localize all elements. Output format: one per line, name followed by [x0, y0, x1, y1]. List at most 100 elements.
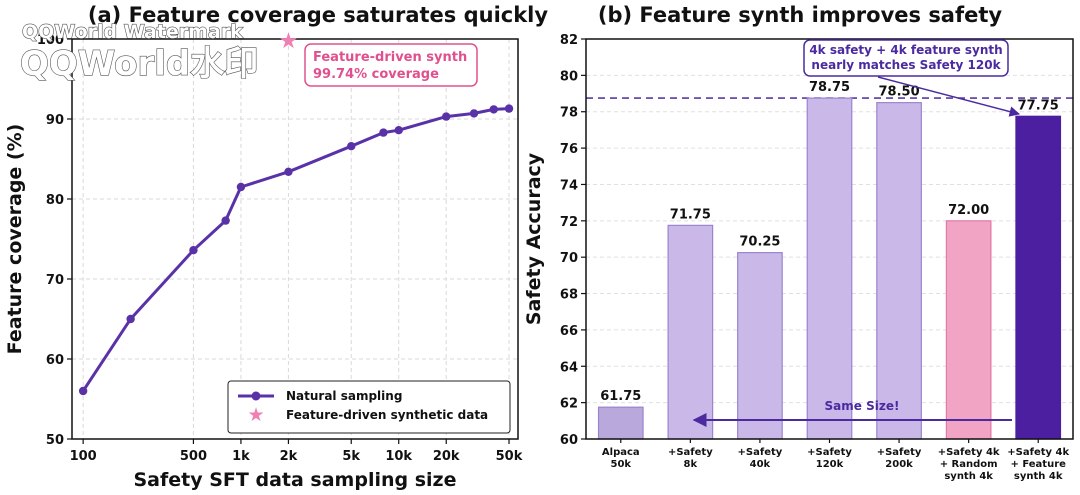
y-tick-label: 60	[560, 433, 578, 448]
bar	[667, 224, 714, 440]
y-tick-label: 76	[560, 142, 578, 157]
natural-sampling-point	[78, 386, 88, 396]
x-tick-label: +Safety 4k	[1007, 447, 1069, 458]
x-tick-label: +Safety	[877, 447, 922, 458]
natural-sampling-point	[489, 105, 498, 114]
y-tick-label: 62	[560, 397, 578, 412]
x-tick-label: +Safety	[738, 447, 783, 458]
bar-value-label: 70.25	[739, 235, 780, 250]
legend-feature-driven: Feature-driven synthetic data	[286, 408, 488, 422]
panel-a-x-ticks: 100 500 1k 2k 5k 10k 20k 50k	[70, 439, 523, 464]
bar-value-label: 61.75	[600, 389, 641, 404]
natural-sampling-point	[236, 182, 246, 192]
panel-a: (a) Feature coverage saturates quickly 1…	[4, 3, 548, 491]
x-tick-label: +Safety	[807, 447, 852, 458]
x-tick-label: synth 4k	[944, 471, 993, 482]
y-tick-label: 50	[46, 433, 64, 448]
legend-natural-sampling: Natural sampling	[286, 389, 402, 403]
y-tick-label: 74	[560, 178, 578, 193]
x-tick-label: 1k	[232, 449, 250, 464]
panel-a-x-axis-label: Safety SFT data sampling size	[134, 469, 457, 491]
y-tick-label: 70	[560, 251, 578, 266]
synth-coverage-annotation: Feature-driven synth 99.74% coverage	[304, 43, 478, 87]
natural-sampling-point	[347, 142, 356, 151]
matches-annotation-line-2: nearly matches Safety 120k	[811, 58, 1001, 72]
x-tick-label: 500	[180, 449, 207, 464]
legend-box	[227, 380, 511, 434]
x-tick-label: +Safety 4k	[938, 447, 1000, 458]
matches-arrow	[877, 76, 1021, 117]
x-tick-label: 20k	[433, 449, 460, 464]
feature-driven-star-point: ★	[279, 29, 299, 54]
panel-a-title: (a) Feature coverage saturates quickly	[88, 3, 548, 27]
x-tick-label: +Safety	[668, 447, 713, 458]
y-tick-label: 64	[560, 360, 578, 375]
panel-b-bars: 61.75 71.75 70.25 78.75 78.50 72.00 77.75	[597, 80, 1062, 440]
natural-sampling-point	[379, 128, 388, 137]
watermark-line-1: QQWorld Watermark	[22, 21, 243, 43]
x-tick-label: 100	[70, 449, 97, 464]
x-tick-label: 50k	[496, 449, 523, 464]
panel-a-y-ticks: 50 60 70 80 90 100	[37, 33, 72, 448]
x-tick-label: 8k	[684, 459, 698, 470]
panel-b-y-axis-label: Safety Accuracy	[523, 152, 545, 325]
x-tick-label: 120k	[816, 459, 844, 470]
legend-star-icon: ★	[247, 404, 264, 426]
x-tick-label: + Feature	[1010, 459, 1066, 470]
matches-annotation-line-1: 4k safety + 4k feature synth	[809, 43, 1002, 57]
natural-sampling-point	[126, 314, 135, 324]
natural-sampling-point	[189, 246, 198, 255]
panel-b-x-ticks: Alpaca50k+Safety8k+Safety40k+Safety120k+…	[602, 439, 1069, 482]
y-tick-label: 80	[560, 69, 578, 84]
y-tick-label: 60	[46, 353, 64, 368]
natural-sampling-point	[394, 126, 403, 135]
legend-marker-swatch	[251, 391, 261, 401]
x-tick-label: 50k	[610, 459, 631, 470]
y-tick-label: 100	[37, 33, 64, 48]
natural-sampling-point	[442, 112, 451, 121]
x-tick-label: 10k	[385, 449, 412, 464]
natural-sampling-point	[504, 104, 514, 113]
same-size-annotation: Same Size!	[692, 399, 1012, 427]
bar	[1015, 115, 1062, 440]
annotation-line-2: 99.74% coverage	[313, 67, 439, 82]
panel-a-legend: Natural sampling ★ Feature-driven synthe…	[227, 380, 511, 434]
panel-a-series: ★	[78, 29, 514, 396]
annotation-box	[304, 43, 478, 87]
panel-b: (b) Feature synth improves safety 61.75 7…	[523, 3, 1074, 482]
bar	[876, 102, 922, 440]
annotation-line-1: Feature-driven synth	[313, 50, 467, 65]
bar	[806, 97, 853, 440]
y-tick-label: 70	[46, 273, 64, 288]
y-tick-label: 68	[560, 288, 578, 303]
natural-sampling-point	[284, 167, 293, 176]
bar-value-label: 71.75	[670, 207, 711, 222]
y-tick-label: 90	[46, 113, 64, 128]
bar-value-label: 78.75	[809, 80, 850, 95]
panel-a-grid	[72, 38, 518, 440]
x-tick-label: 200k	[885, 459, 913, 470]
bar	[945, 220, 992, 440]
y-tick-label: 78	[560, 106, 578, 121]
x-tick-label: 2k	[280, 449, 298, 464]
x-tick-label: synth 4k	[1014, 471, 1063, 482]
natural-sampling-point	[221, 216, 230, 225]
natural-sampling-line	[81, 107, 510, 392]
bar-value-label: 77.75	[1018, 98, 1059, 113]
y-tick-label: 66	[560, 324, 578, 339]
x-tick-label: + Random	[940, 459, 998, 470]
bar-value-label: 78.50	[879, 85, 920, 100]
matches-annotation-box	[803, 39, 1009, 77]
x-tick-label: Alpaca	[602, 447, 640, 458]
same-size-label: Same Size!	[825, 399, 900, 413]
watermark: QQWorld Watermark QQWorld水印	[19, 20, 258, 84]
x-tick-label: 5k	[342, 449, 360, 464]
matches-annotation: 4k safety + 4k feature synth nearly matc…	[803, 39, 1021, 117]
panel-b-y-ticks: 60 62 64 66 68 70 72 74 76 78 80 82	[560, 33, 586, 448]
y-tick-label: 80	[46, 193, 64, 208]
watermark-line-2: QQWorld水印	[20, 44, 258, 84]
bar-value-label: 72.00	[948, 203, 989, 218]
bar	[597, 406, 644, 440]
bar	[737, 252, 783, 440]
natural-sampling-point	[469, 109, 479, 118]
